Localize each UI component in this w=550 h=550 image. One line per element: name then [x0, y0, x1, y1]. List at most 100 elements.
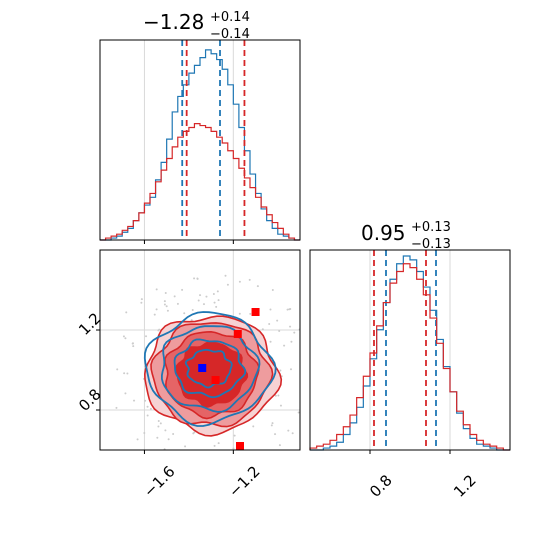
axes-frame	[309, 249, 511, 451]
sample-point	[269, 308, 272, 311]
sample-point	[261, 328, 264, 331]
sample-point	[164, 291, 167, 294]
sample-point	[307, 350, 309, 352]
sample-point	[149, 407, 152, 410]
histogram-step	[100, 123, 300, 241]
sample-point	[289, 325, 292, 328]
sample-point	[318, 367, 320, 369]
sample-point	[315, 345, 317, 347]
sample-point	[269, 340, 272, 343]
contour-line	[161, 325, 261, 413]
sample-point	[221, 467, 223, 469]
square-marker	[236, 442, 244, 450]
sample-point	[143, 432, 146, 435]
sample-point	[226, 283, 229, 286]
title-upper: +0.13	[411, 220, 451, 235]
title-upper: +0.14	[210, 10, 250, 25]
sample-point	[197, 453, 199, 455]
sample-point	[316, 373, 318, 375]
sample-point	[278, 329, 281, 332]
sample-point	[131, 342, 134, 345]
x-tick-label: 0.8	[366, 471, 396, 501]
sample-point	[164, 429, 167, 432]
sample-point	[224, 274, 227, 277]
sample-point	[157, 420, 160, 423]
sample-point	[184, 445, 187, 448]
sample-point	[183, 312, 186, 315]
sample-point	[190, 319, 193, 322]
histogram-step	[309, 263, 510, 451]
sample-point	[123, 372, 126, 375]
sample-point	[159, 422, 162, 425]
axes-frame	[99, 249, 301, 451]
sample-point	[157, 425, 160, 428]
square-marker	[251, 308, 260, 316]
sample-point	[314, 383, 316, 385]
sample-point	[199, 294, 202, 297]
sample-point	[146, 414, 149, 417]
contour-line	[143, 311, 277, 427]
sample-point	[217, 442, 220, 445]
sample-point	[248, 278, 251, 281]
sample-point	[158, 328, 161, 331]
sample-point	[290, 340, 293, 343]
sample-point	[238, 312, 241, 315]
sample-point	[297, 411, 300, 414]
sample-point	[271, 422, 274, 425]
sample-point	[268, 323, 271, 326]
sample-point	[176, 302, 179, 305]
sample-point	[115, 406, 118, 409]
sample-point	[132, 345, 135, 348]
sample-point	[277, 394, 280, 397]
sample-point	[165, 305, 168, 308]
histogram-step	[310, 255, 510, 451]
sample-point	[291, 432, 294, 435]
sample-point	[196, 277, 199, 280]
sample-point	[256, 285, 259, 288]
sample-point	[136, 438, 139, 441]
sample-point	[205, 295, 208, 298]
sample-point	[202, 303, 205, 306]
sample-point	[140, 298, 143, 301]
sample-point	[216, 290, 219, 293]
sample-point	[167, 438, 170, 441]
sample-point	[278, 444, 281, 447]
sample-point	[279, 404, 282, 407]
sample-point	[211, 458, 213, 460]
square-marker	[233, 330, 242, 338]
sample-point	[133, 399, 136, 402]
sample-point	[145, 335, 148, 338]
joint-plot-area	[100, 250, 322, 469]
sample-point	[320, 362, 322, 364]
sample-point	[140, 301, 143, 304]
sample-point	[146, 405, 149, 408]
sample-point	[212, 293, 215, 296]
sample-point	[163, 303, 166, 306]
joint-panel	[96, 249, 322, 469]
sample-point	[249, 312, 252, 315]
sample-point	[144, 399, 147, 402]
sample-point	[153, 313, 156, 316]
marginal-x-panel	[99, 39, 301, 244]
sample-point	[270, 424, 273, 427]
x-tick-label: −1.2	[225, 462, 263, 500]
sample-point	[191, 309, 194, 312]
sample-point	[197, 299, 200, 302]
sample-point	[116, 368, 119, 371]
sample-point	[287, 429, 290, 432]
x-tick-label: 1.2	[450, 471, 480, 501]
sample-point	[232, 447, 235, 450]
sample-point	[173, 295, 176, 298]
marginal-y-title: 0.95 +0.13 −0.13	[361, 220, 451, 252]
sample-point	[283, 344, 286, 347]
sample-point	[124, 392, 127, 395]
sample-point	[276, 319, 279, 322]
sample-point	[238, 280, 241, 283]
sample-point	[289, 368, 292, 371]
sample-point	[156, 436, 159, 439]
sample-point	[289, 308, 292, 311]
sample-point	[155, 308, 158, 311]
sample-point	[316, 371, 318, 373]
title-lower: −0.13	[411, 237, 451, 252]
